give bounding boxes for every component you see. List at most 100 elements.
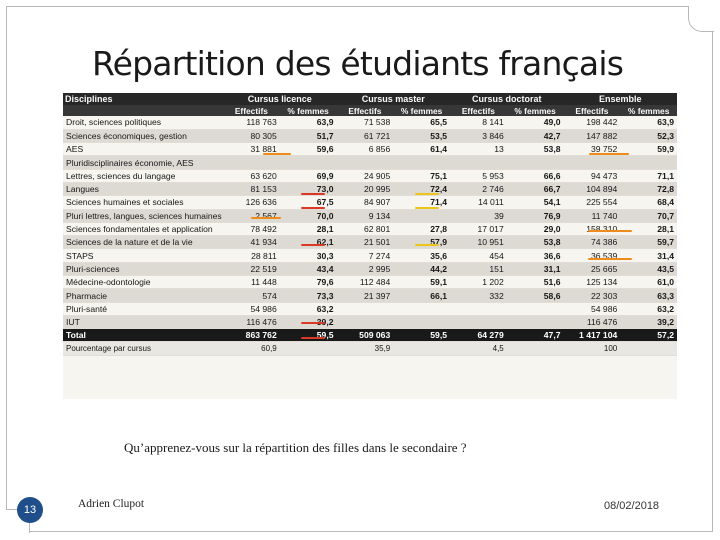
effectifs-cell: 225 554 [563,195,621,210]
femmes-pct-cell: 76,9 [506,209,564,223]
effectifs-cell: 25 665 [563,262,621,277]
table-row: Pluri lettres, langues, sciences humaine… [63,209,677,223]
discipline-label: Médecine-odontologie [63,275,223,290]
effectifs-cell: 332 [450,288,507,303]
effectifs-cell: 125 134 [563,275,621,290]
table-row: Lettres, sciences du langage 63 620 69,9 24… [63,169,677,183]
femmes-pct-cell: 28,1 [279,222,337,237]
subheader-effectifs: Effectifs [223,105,280,116]
femmes-pct-cell: 70,7 [620,209,677,223]
femmes-pct-cell: 43,4 [279,262,337,277]
effectifs-cell: 36 539 [563,248,621,263]
header-master: Cursus master [336,93,450,105]
effectifs-cell: 80 305 [223,129,280,144]
femmes-pct-cell: 36,6 [506,248,564,263]
effectifs-cell: 118 763 [223,116,280,130]
highlight-underline [251,217,281,219]
highlight-underline [301,244,325,246]
effectifs-cell: 574 [223,288,280,303]
femmes-pct-cell: 72,4 [393,182,450,197]
header-doctorat: Cursus doctorat [450,93,564,105]
effectifs-cell: 863 762 [223,328,280,343]
effectifs-cell: 454 [450,248,507,263]
effectifs-cell [450,315,507,330]
highlight-underline [301,322,325,324]
subheader-femmes: % femmes [279,105,337,116]
discipline-label: AES [63,142,223,157]
effectifs-cell: 20 995 [336,182,394,197]
effectifs-cell: 2 995 [336,262,394,277]
effectifs-cell [450,302,507,316]
femmes-pct-cell: 67,5 [279,195,337,210]
highlight-underline [415,207,439,209]
effectifs-cell: 22 519 [223,262,280,277]
femmes-pct-cell: 63,2 [620,302,677,316]
highlight-underline [301,207,325,209]
femmes-pct-cell: 53,5 [393,129,450,144]
femmes-pct-cell: 47,7 [506,328,564,343]
effectifs-cell: 64 279 [450,328,507,343]
effectifs-cell: 24 905 [336,169,394,183]
discipline-label: Pluri-sciences [63,262,223,277]
discipline-label: Langues [63,182,223,197]
effectifs-cell: 509 063 [336,328,394,343]
effectifs-cell: 151 [450,262,507,277]
effectifs-cell: 41 934 [223,235,280,250]
effectifs-cell: 4,5 [450,341,507,356]
effectifs-cell: 104 894 [563,182,621,197]
total-row: Total 863 762 59,5 509 063 59,5 64 279 47,7 1 4… [63,328,677,343]
slide-title: Répartition des étudiants français [92,44,624,83]
effectifs-cell: 100 [563,341,621,356]
header-ensemble: Ensemble [563,93,677,105]
femmes-pct-cell [620,155,677,170]
femmes-pct-cell: 39,2 [620,315,677,330]
table-row: AES 31 881 59,6 6 856 61,4 13 53,8 39 752 59,9 [63,142,677,157]
effectifs-cell: 21 501 [336,235,394,250]
effectifs-cell: 158 310 [563,222,621,237]
femmes-pct-cell: 63,9 [279,116,337,130]
femmes-pct-cell: 63,3 [620,288,677,303]
effectifs-cell: 13 [450,142,507,157]
highlight-underline [589,153,629,155]
effectifs-cell: 8 141 [450,116,507,130]
femmes-pct-cell: 68,4 [620,195,677,210]
subheader-femmes: % femmes [393,105,450,116]
table-row: Pluridisciplinaires économie, AES [63,155,677,170]
discipline-label: Pluridisciplinaires économie, AES [63,155,223,170]
effectifs-cell: 54 986 [223,302,280,316]
effectifs-cell: 9 134 [336,209,394,223]
femmes-pct-cell: 79,6 [279,275,337,290]
femmes-pct-cell [506,315,564,330]
femmes-pct-cell [393,209,450,223]
table-row: Sciences de la nature et de la vie 41 934… [63,235,677,250]
effectifs-cell: 74 386 [563,235,621,250]
discipline-label: Pharmacie [63,288,223,303]
effectifs-cell: 198 442 [563,116,621,130]
highlight-underline [415,244,439,246]
femmes-pct-cell: 66,7 [506,182,564,197]
femmes-pct-cell [279,155,337,170]
femmes-pct-cell: 51,7 [279,129,337,144]
femmes-pct-cell [279,341,337,356]
slide-question: Qu’apprenez-vous sur la répartition des … [124,440,467,455]
highlight-underline [263,153,291,155]
discipline-label: Lettres, sciences du langage [63,169,223,183]
table-row: Pluri-sciences 22 519 43,4 2 995 44,2 151 31,1… [63,262,677,277]
effectifs-cell: 22 303 [563,288,621,303]
effectifs-cell: 2 567 [223,209,280,223]
femmes-pct-cell: 65,5 [393,116,450,130]
femmes-pct-cell: 27,8 [393,222,450,237]
footer-author: Adrien Clupot [78,498,145,510]
discipline-label: Sciences humaines et sociales [63,195,223,210]
effectifs-cell: 31 881 [223,142,280,157]
effectifs-cell: 1 202 [450,275,507,290]
femmes-pct-cell: 57,9 [393,235,450,250]
femmes-pct-cell: 61,4 [393,142,450,157]
subheader-effectifs: Effectifs [450,105,507,116]
effectifs-cell [336,315,394,330]
table-row: Sciences fondamentales et application 78 … [63,222,677,237]
femmes-pct-cell: 61,0 [620,275,677,290]
header-disciplines: Disciplines [63,93,223,105]
table-row: Langues 81 153 73,0 20 995 72,4 2 746 66,7 104 … [63,182,677,197]
effectifs-cell: 84 907 [336,195,394,210]
